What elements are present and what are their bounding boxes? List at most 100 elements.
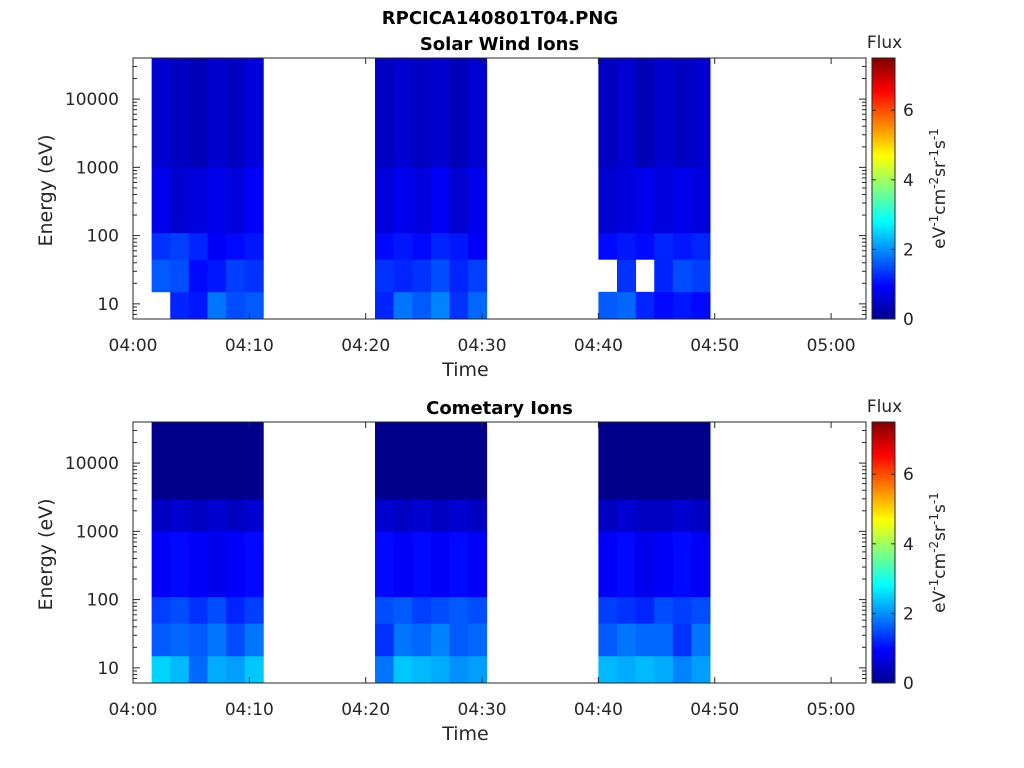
panel-title: Cometary Ions bbox=[426, 398, 573, 419]
heatmap-cell bbox=[188, 58, 208, 168]
heatmap-cell bbox=[393, 232, 413, 260]
heatmap-cell bbox=[654, 167, 674, 234]
y-tick-label: 100 bbox=[87, 227, 119, 247]
heatmap-cell bbox=[635, 232, 655, 260]
x-tick-label: 05:00 bbox=[807, 336, 856, 356]
heatmap-cell bbox=[691, 232, 711, 260]
heatmap-cell bbox=[430, 531, 450, 598]
heatmap-cell bbox=[672, 531, 692, 598]
heatmap-cell bbox=[468, 232, 488, 260]
heatmap-cell bbox=[635, 596, 655, 624]
x-tick-label: 05:00 bbox=[807, 700, 856, 720]
heatmap-cell bbox=[375, 232, 395, 260]
heatmap-cell bbox=[244, 422, 264, 500]
x-tick-label: 04:00 bbox=[109, 336, 158, 356]
heatmap-cell bbox=[244, 58, 264, 168]
heatmap-cell bbox=[393, 167, 413, 234]
heatmap-cell bbox=[598, 291, 618, 320]
heatmap-cell bbox=[412, 259, 432, 293]
heatmap-cell bbox=[151, 422, 171, 500]
heatmap-cell bbox=[449, 596, 469, 624]
heatmap-cell bbox=[449, 623, 469, 657]
heatmap-cell bbox=[449, 531, 469, 598]
heatmap-cell bbox=[449, 232, 469, 260]
heatmap-cell bbox=[170, 531, 190, 598]
heatmap-cell bbox=[170, 58, 190, 168]
heatmap-cell bbox=[449, 422, 469, 500]
heatmap-cell bbox=[691, 291, 711, 320]
x-axis-label: Time bbox=[441, 723, 489, 745]
y-tick-label: 10000 bbox=[65, 90, 119, 110]
heatmap-cell bbox=[449, 291, 469, 320]
heatmap-cell bbox=[654, 291, 674, 320]
heatmap-cell bbox=[430, 259, 450, 293]
heatmap-cell bbox=[226, 167, 246, 234]
heatmap-cell bbox=[672, 167, 692, 234]
y-tick-label: 1000 bbox=[76, 522, 119, 542]
heatmap-cell bbox=[691, 422, 711, 500]
axes-frame bbox=[132, 57, 867, 320]
heatmap-cell bbox=[207, 531, 227, 598]
heatmap-cell bbox=[244, 291, 264, 320]
heatmap-cell bbox=[226, 623, 246, 657]
heatmap-cell bbox=[188, 167, 208, 234]
heatmap-cell bbox=[207, 291, 227, 320]
heatmap-cell bbox=[151, 531, 171, 598]
heatmap-cell bbox=[617, 232, 637, 260]
heatmap-cell bbox=[151, 259, 171, 293]
x-tick-label: 04:00 bbox=[109, 700, 158, 720]
heatmap-cell bbox=[244, 596, 264, 624]
heatmap-cell bbox=[188, 531, 208, 598]
heatmap-cell bbox=[375, 291, 395, 320]
heatmap-cell bbox=[170, 167, 190, 234]
heatmap-cell bbox=[151, 655, 171, 684]
heatmap-cell bbox=[449, 167, 469, 234]
heatmap-cell bbox=[430, 291, 450, 320]
heatmap-cell bbox=[598, 232, 618, 260]
heatmap-cell bbox=[226, 291, 246, 320]
heatmap-cell bbox=[412, 167, 432, 234]
heatmap-cell bbox=[151, 596, 171, 624]
heatmap-cell bbox=[244, 498, 264, 532]
colorbar-tick-label: 6 bbox=[903, 465, 914, 485]
y-tick-label: 1000 bbox=[76, 158, 119, 178]
colorbar-tick-label: 4 bbox=[903, 171, 914, 191]
x-tick-label: 04:10 bbox=[225, 700, 274, 720]
heatmap-cell bbox=[430, 596, 450, 624]
heatmap-cell bbox=[672, 291, 692, 320]
heatmap-cell bbox=[430, 232, 450, 260]
heatmap-cell bbox=[188, 259, 208, 293]
heatmap-cell bbox=[188, 655, 208, 684]
panel-cometary: 04:00 04:10 04:20 04:30 04:40 04:50 05:00 10 100… bbox=[35, 397, 950, 745]
panel-title: Solar Wind Ions bbox=[420, 34, 579, 55]
y-axis-label: Energy (eV) bbox=[35, 498, 57, 610]
x-axis-label: Time bbox=[441, 359, 489, 381]
heatmap-cell bbox=[226, 232, 246, 260]
heatmap-cell bbox=[375, 498, 395, 532]
heatmap-cell bbox=[468, 498, 488, 532]
heatmap-cell bbox=[672, 422, 692, 500]
heatmap-cell bbox=[393, 531, 413, 598]
heatmap-cell bbox=[617, 531, 637, 598]
heatmap-cell bbox=[412, 596, 432, 624]
heatmap-cell bbox=[207, 422, 227, 500]
heatmap-cell bbox=[207, 259, 227, 293]
heatmap-cell bbox=[468, 531, 488, 598]
y-axis-label: Energy (eV) bbox=[35, 134, 57, 246]
heatmap-cell bbox=[207, 623, 227, 657]
heatmap-cell bbox=[188, 596, 208, 624]
heatmap-cell bbox=[654, 422, 674, 500]
heatmap-cell bbox=[617, 422, 637, 500]
heatmap-cell bbox=[188, 498, 208, 532]
heatmap-cell bbox=[654, 623, 674, 657]
heatmap-cell bbox=[170, 291, 190, 320]
heatmap-cell bbox=[188, 291, 208, 320]
heatmap-cell bbox=[170, 259, 190, 293]
heatmap-cell bbox=[654, 596, 674, 624]
heatmap-cell bbox=[635, 167, 655, 234]
heatmap-cell bbox=[617, 291, 637, 320]
heatmap-cell bbox=[244, 167, 264, 234]
heatmap-cell bbox=[672, 596, 692, 624]
heatmap-cell bbox=[468, 422, 488, 500]
